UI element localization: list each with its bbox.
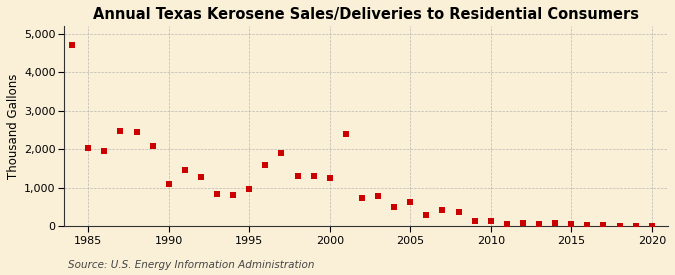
Point (212, 192, 223, 196)
Point (582, 222, 593, 227)
Point (549, 221, 560, 226)
Point (453, 210, 464, 215)
Point (469, 219, 480, 224)
Point (147, 144, 158, 148)
Point (437, 208, 448, 212)
Point (196, 175, 207, 179)
Point (614, 223, 625, 228)
Point (598, 223, 609, 227)
Point (67, 43, 78, 47)
Point (115, 129, 126, 133)
Point (99, 149, 110, 153)
Point (566, 222, 576, 226)
Point (518, 221, 529, 226)
Point (485, 219, 496, 223)
Point (373, 194, 383, 199)
Point (227, 192, 238, 197)
Point (325, 175, 335, 180)
Point (260, 163, 271, 167)
Text: Source: U.S. Energy Information Administration: Source: U.S. Energy Information Administ… (68, 260, 314, 270)
Point (131, 130, 142, 134)
Title: Annual Texas Kerosene Sales/Deliveries to Residential Consumers: Annual Texas Kerosene Sales/Deliveries t… (93, 7, 639, 22)
Point (244, 187, 254, 191)
Point (292, 174, 303, 178)
Point (502, 222, 512, 226)
Y-axis label: Thousand Gallons: Thousand Gallons (7, 73, 20, 179)
Point (308, 174, 319, 178)
Point (356, 196, 367, 200)
Point (630, 224, 641, 228)
Point (163, 182, 174, 186)
Point (83, 146, 94, 151)
Point (534, 221, 545, 226)
Point (405, 199, 416, 204)
Point (276, 151, 287, 156)
Point (180, 168, 190, 173)
Point (421, 213, 432, 217)
Point (389, 205, 400, 210)
Point (340, 132, 351, 136)
Point (647, 224, 657, 228)
